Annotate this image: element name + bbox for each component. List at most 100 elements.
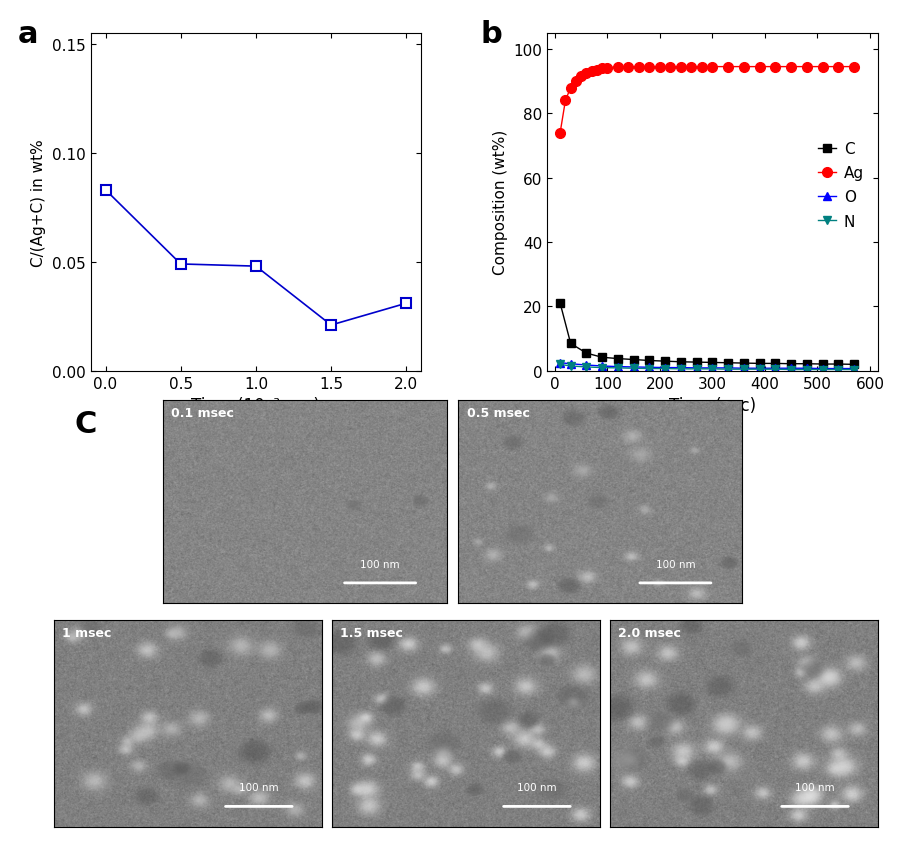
Ag	[849, 62, 860, 73]
C	[786, 360, 796, 370]
O	[675, 363, 686, 373]
C	[581, 349, 592, 359]
O	[555, 358, 566, 368]
C	[691, 358, 702, 368]
Ag	[817, 62, 828, 73]
Text: 1 msec: 1 msec	[62, 626, 111, 640]
Ag	[754, 62, 765, 73]
Ag	[581, 69, 592, 79]
O	[628, 362, 639, 372]
C	[849, 360, 860, 370]
C	[817, 360, 828, 370]
C	[754, 359, 765, 369]
N	[555, 360, 566, 370]
Line: C: C	[557, 300, 858, 369]
N	[644, 364, 655, 374]
Text: 0.5 msec: 0.5 msec	[467, 407, 529, 420]
N	[786, 365, 796, 375]
N	[754, 365, 765, 375]
Text: b: b	[481, 20, 502, 49]
Ag	[623, 62, 634, 73]
N	[817, 365, 828, 375]
Ag	[555, 128, 566, 138]
Y-axis label: C/(Ag+C) in wt%: C/(Ag+C) in wt%	[32, 138, 46, 267]
C	[628, 355, 639, 365]
C	[613, 354, 624, 365]
Ag	[602, 63, 613, 73]
Text: 0.1 msec: 0.1 msec	[171, 407, 234, 420]
X-axis label: Time (sec): Time (sec)	[669, 397, 756, 414]
N	[628, 364, 639, 374]
O	[802, 364, 813, 374]
Ag	[802, 62, 813, 73]
Ag	[560, 96, 571, 106]
O	[660, 363, 671, 373]
Ag	[634, 62, 644, 73]
Ag	[592, 66, 603, 76]
Ag	[833, 62, 843, 73]
Ag	[586, 68, 597, 78]
C	[833, 360, 843, 370]
N	[849, 365, 860, 375]
Ag	[566, 84, 576, 94]
O	[566, 360, 576, 370]
C	[723, 358, 734, 368]
Ag	[707, 62, 718, 73]
Ag	[654, 62, 665, 73]
Text: 2.0 msec: 2.0 msec	[618, 626, 681, 640]
C	[707, 358, 718, 368]
N	[802, 365, 813, 375]
Ag	[576, 72, 586, 82]
O	[817, 364, 828, 374]
Text: 100 nm: 100 nm	[239, 782, 279, 792]
N	[707, 365, 718, 375]
Line: N: N	[556, 360, 858, 374]
N	[738, 365, 749, 375]
O	[754, 364, 765, 374]
Ag	[644, 62, 655, 73]
X-axis label: Time (10⁻³ sec): Time (10⁻³ sec)	[192, 397, 320, 414]
C	[770, 359, 781, 369]
N	[581, 362, 592, 372]
C	[644, 356, 655, 366]
C	[802, 360, 813, 370]
O	[833, 364, 843, 374]
C	[555, 299, 566, 309]
N	[566, 361, 576, 371]
O	[738, 364, 749, 374]
N	[723, 365, 734, 375]
Ag	[697, 62, 708, 73]
C	[675, 357, 686, 367]
O	[786, 364, 796, 374]
Ag	[613, 62, 624, 73]
Ag	[686, 62, 697, 73]
O	[691, 364, 702, 374]
Text: 100 nm: 100 nm	[517, 782, 557, 792]
N	[691, 365, 702, 375]
O	[613, 362, 624, 372]
Text: 100 nm: 100 nm	[360, 559, 400, 569]
Ag	[596, 64, 607, 74]
N	[613, 364, 624, 374]
C	[660, 357, 671, 367]
Ag	[665, 62, 676, 73]
Text: a: a	[18, 20, 38, 49]
N	[596, 363, 607, 373]
N	[660, 364, 671, 374]
C	[596, 353, 607, 363]
Ag	[570, 77, 581, 87]
N	[770, 365, 781, 375]
O	[723, 364, 734, 374]
Text: C: C	[75, 409, 97, 438]
N	[833, 365, 843, 375]
C	[566, 339, 576, 349]
O	[596, 361, 607, 371]
Ag	[786, 62, 796, 73]
O	[707, 364, 718, 374]
Line: O: O	[556, 360, 858, 373]
Ag	[723, 62, 734, 73]
Text: 100 nm: 100 nm	[795, 782, 834, 792]
C	[738, 359, 749, 369]
O	[644, 363, 655, 373]
Legend: C, Ag, O, N: C, Ag, O, N	[812, 136, 871, 235]
